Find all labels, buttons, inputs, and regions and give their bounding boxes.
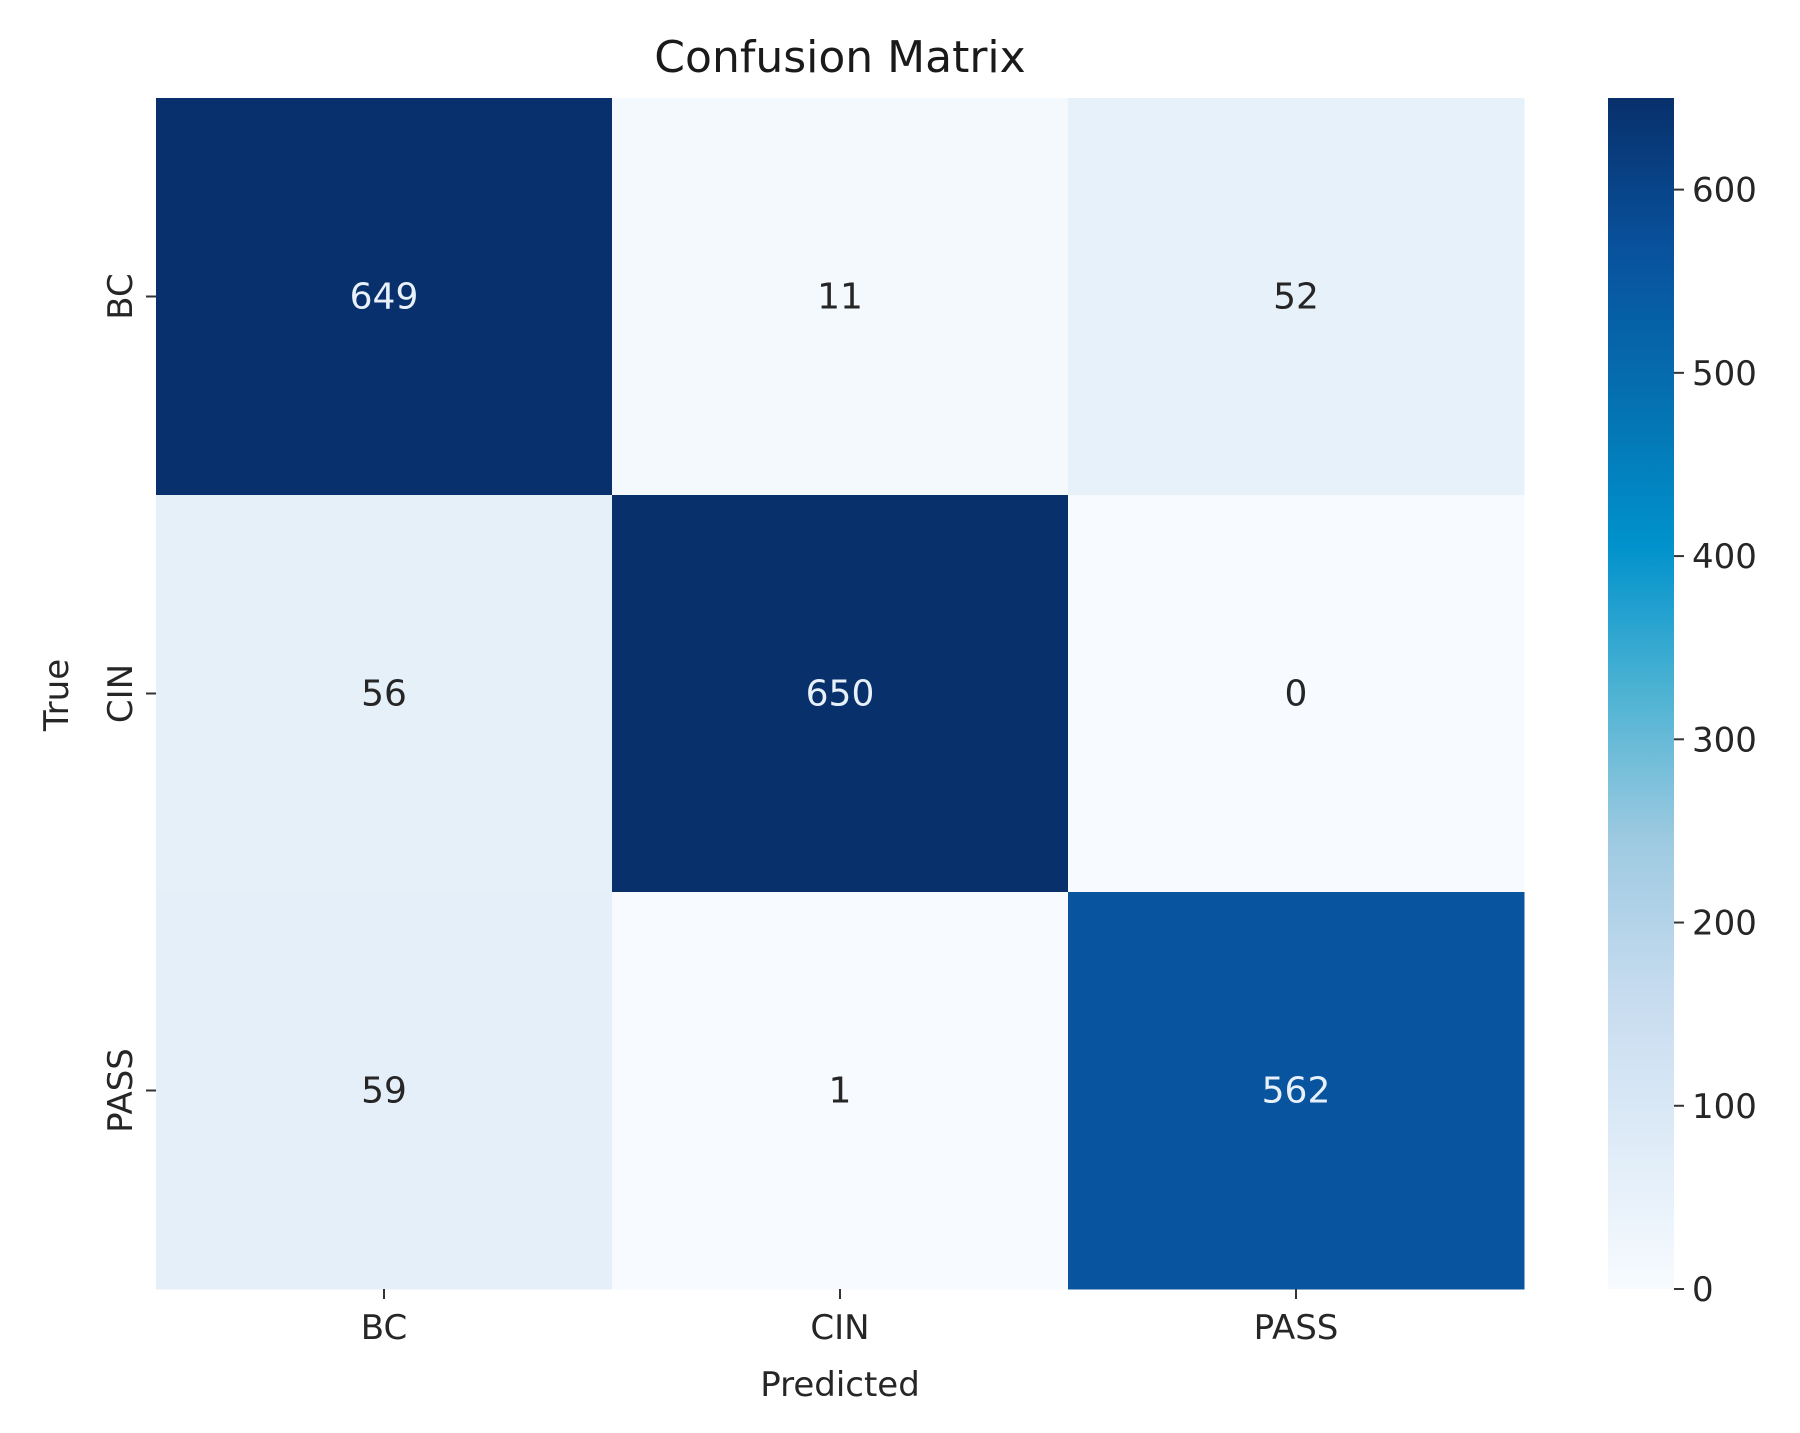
heatmap-cell-labels: 649 11 52 56 650 0 59 1 562: [350, 277, 1331, 1112]
x-axis-ticks: BC CIN PASS: [361, 1289, 1339, 1348]
y-tick-label: CIN: [101, 664, 141, 723]
colorbar-tick-label: 600: [1692, 171, 1757, 211]
y-axis-label: True: [37, 659, 77, 732]
colorbar-tick-label: 400: [1692, 537, 1757, 577]
heatmap-cell-cin-bc: [156, 495, 613, 893]
cell-value-label: 1: [829, 1071, 852, 1112]
x-tick-label: PASS: [1254, 1308, 1339, 1348]
heatmap-cell-pass-cin: [612, 892, 1069, 1290]
x-tick-label: BC: [361, 1308, 407, 1348]
heatmap-cell-cin-pass: [1068, 495, 1525, 893]
chart-title: Confusion Matrix: [654, 32, 1025, 83]
heatmap-cell-pass-pass: [1068, 892, 1525, 1290]
colorbar-tick-label: 200: [1692, 904, 1757, 944]
colorbar-tick-label: 100: [1692, 1087, 1757, 1127]
heatmap-cell-bc-cin: [612, 98, 1069, 496]
x-tick-label: CIN: [810, 1308, 869, 1348]
cell-value-label: 52: [1273, 277, 1319, 318]
cell-value-label: 0: [1285, 674, 1308, 715]
colorbar-tick-label: 0: [1692, 1270, 1714, 1310]
heatmap-cell-bc-pass: [1068, 98, 1525, 496]
cell-value-label: 562: [1262, 1071, 1331, 1112]
heatmap-cell-cin-cin: [612, 495, 1069, 893]
cell-value-label: 59: [361, 1071, 407, 1112]
heatmap-cell-pass-bc: [156, 892, 613, 1290]
x-axis-label: Predicted: [760, 1365, 920, 1405]
cell-value-label: 649: [350, 277, 419, 318]
heatmap-cell-bc-bc: [156, 98, 613, 496]
colorbar-tick-label: 500: [1692, 354, 1757, 394]
cell-value-label: 650: [806, 674, 875, 715]
y-tick-label: BC: [101, 273, 141, 319]
y-tick-label: PASS: [101, 1048, 141, 1133]
cell-value-label: 56: [361, 674, 407, 715]
y-axis-ticks: BC CIN PASS: [101, 273, 156, 1133]
heatmap-cells: [156, 98, 1525, 1290]
colorbar: [1608, 98, 1674, 1289]
cell-value-label: 11: [817, 277, 863, 318]
colorbar-ticks: 0 100 200 300 400 500 600: [1674, 171, 1757, 1310]
colorbar-tick-label: 300: [1692, 720, 1757, 760]
